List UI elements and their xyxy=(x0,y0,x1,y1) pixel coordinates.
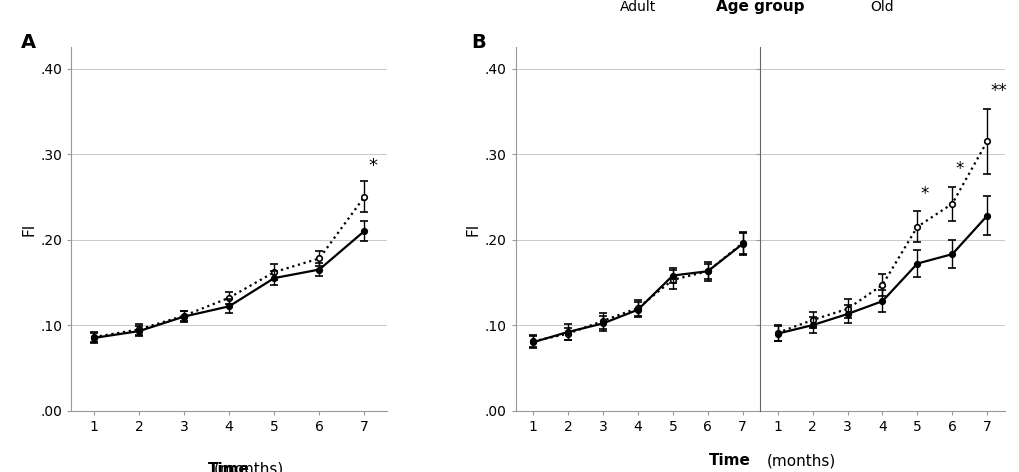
Text: Time: Time xyxy=(708,453,750,468)
Text: **: ** xyxy=(989,82,1006,100)
Text: B: B xyxy=(471,33,486,51)
Text: *: * xyxy=(919,185,927,203)
Text: Age group: Age group xyxy=(715,0,804,14)
Y-axis label: FI: FI xyxy=(21,222,36,236)
Text: Old: Old xyxy=(870,0,894,14)
Text: *: * xyxy=(368,157,377,175)
Text: (months): (months) xyxy=(175,462,283,472)
Text: *: * xyxy=(954,160,963,178)
Text: (months): (months) xyxy=(765,453,835,468)
Y-axis label: FI: FI xyxy=(465,222,480,236)
Text: Adult: Adult xyxy=(620,0,655,14)
Text: A: A xyxy=(21,33,36,51)
Text: Time: Time xyxy=(208,462,250,472)
